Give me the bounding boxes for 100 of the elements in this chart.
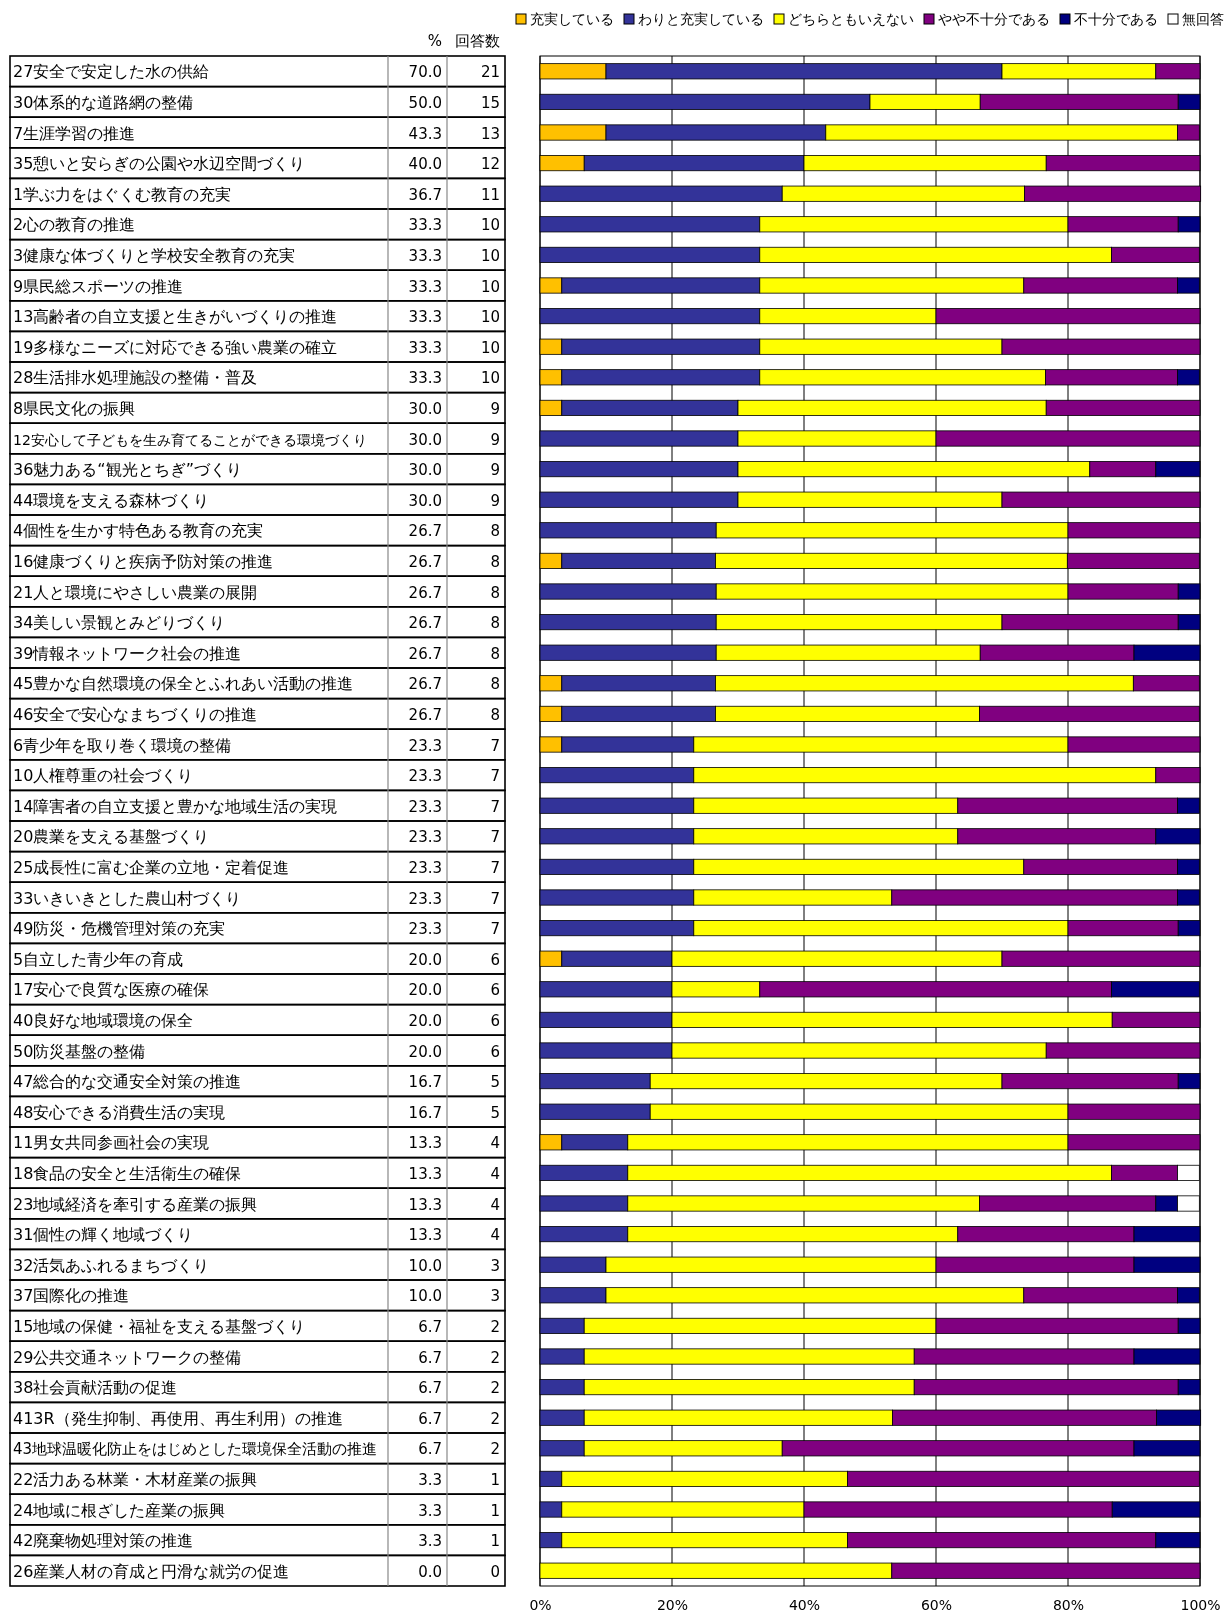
data-label: 23.3 xyxy=(408,920,442,939)
data-label: 4 xyxy=(490,1195,500,1214)
data-label: 8 xyxy=(490,583,500,602)
data-label: 7 xyxy=(490,858,500,877)
data-label: 6 xyxy=(490,981,500,1000)
data-label: 3.3 xyxy=(418,1532,442,1551)
data-label: 10 xyxy=(480,246,500,265)
data-label: 30.0 xyxy=(408,430,442,449)
data-label: 7 xyxy=(490,828,500,847)
data-label: 1 xyxy=(490,1532,500,1551)
data-label: 20.0 xyxy=(408,950,442,969)
data-label: 23.3 xyxy=(408,736,442,755)
data-label: 33.3 xyxy=(408,308,442,327)
data-label: 2 xyxy=(490,1440,500,1459)
data-label: 10.0 xyxy=(408,1287,442,1306)
data-label: 26.7 xyxy=(408,675,442,694)
data-label: 1 xyxy=(490,1501,500,1520)
data-label: 70.0 xyxy=(408,63,442,82)
data-label: 23.3 xyxy=(408,767,442,786)
category-label: 5自立した青少年の育成 xyxy=(13,949,184,969)
category-label: 43地球温暖化防止をはじめとした環境保全活動の推進 xyxy=(13,1440,378,1459)
text: % xyxy=(427,32,442,50)
data-label: 10 xyxy=(480,216,500,235)
legend-label: 不十分である xyxy=(1074,11,1158,27)
data-label: 6.7 xyxy=(418,1348,442,1367)
data-label: 21 xyxy=(480,63,500,82)
data-label: 8 xyxy=(490,705,500,724)
data-label: 6.7 xyxy=(418,1440,442,1459)
category-label: 49防災・危機管理対策の充実 xyxy=(13,919,226,939)
x-tick-label: 80% xyxy=(1052,1596,1085,1613)
data-label: 26.7 xyxy=(408,644,442,663)
legend-label: 無回答 xyxy=(1182,11,1224,27)
category-label: 10人権尊重の社会づくり xyxy=(13,766,194,786)
data-label: 9 xyxy=(490,430,500,449)
category-label: 25成長性に富む企業の立地・定着促進 xyxy=(13,857,290,877)
data-label: 8 xyxy=(490,522,500,541)
data-label: 11 xyxy=(480,185,500,204)
data-label: 7 xyxy=(490,889,500,908)
data-label: 10.0 xyxy=(408,1256,442,1275)
data-label: 26.7 xyxy=(408,552,442,571)
category-label: 15地域の保健・福祉を支える基盤づくり xyxy=(13,1316,306,1336)
data-label: 13.3 xyxy=(408,1164,442,1183)
data-label: 4 xyxy=(490,1164,500,1183)
legend-label: 充実している xyxy=(530,11,614,27)
data-label: 23.3 xyxy=(408,797,442,816)
category-label: 23地域経済を牽引する産業の振興 xyxy=(13,1194,258,1214)
data-label: 26.7 xyxy=(408,522,442,541)
data-label: 4 xyxy=(490,1226,500,1245)
data-label: 1 xyxy=(490,1470,500,1489)
category-label: 29公共交通ネットワークの整備 xyxy=(13,1347,242,1367)
data-label: 6.7 xyxy=(418,1409,442,1428)
data-label: 43.3 xyxy=(408,124,442,143)
category-label: 19多様なニーズに対応できる強い農業の確立 xyxy=(13,337,338,357)
data-label: 8 xyxy=(490,552,500,571)
data-label: 7 xyxy=(490,797,500,816)
x-tick-label: 100% xyxy=(1180,1596,1221,1613)
data-label: 9 xyxy=(490,491,500,510)
data-label: 10 xyxy=(480,338,500,357)
x-tick-label: 60% xyxy=(920,1596,953,1613)
data-label: 9 xyxy=(490,399,500,418)
category-label: 32活気あふれるまちづくり xyxy=(13,1255,210,1275)
category-label: 413R（発生抑制、再使用、再生利用）の推進 xyxy=(13,1408,343,1428)
category-label: 11男女共同参画社会の実現 xyxy=(13,1133,210,1153)
category-label: 35憩いと安らぎの公園や水辺空間づくり xyxy=(13,154,306,174)
data-label: 6 xyxy=(490,1042,500,1061)
category-label: 30体系的な道路網の整備 xyxy=(13,92,194,112)
category-label: 47総合的な交通安全対策の推進 xyxy=(13,1072,242,1092)
data-label: 3.3 xyxy=(418,1470,442,1489)
data-label: 5 xyxy=(490,1103,500,1122)
category-label: 4個性を生かす特色ある教育の充実 xyxy=(13,521,264,541)
category-label: 42廃棄物処理対策の推進 xyxy=(13,1531,194,1551)
legend-label: わりと充実している xyxy=(638,11,764,27)
category-label: 45豊かな自然環境の保全とふれあい活動の推進 xyxy=(13,674,354,694)
data-label: 12 xyxy=(480,155,500,174)
category-label: 36魅力ある“観光とちぎ”づくり xyxy=(13,460,242,480)
data-label: 33.3 xyxy=(408,277,442,296)
data-label: 13.3 xyxy=(408,1134,442,1153)
category-label: 48安心できる消費生活の実現 xyxy=(13,1102,226,1122)
category-label: 44環境を支える森林づくり xyxy=(13,490,210,510)
data-label: 8 xyxy=(490,675,500,694)
data-label: 3 xyxy=(490,1256,500,1275)
data-label: 30.0 xyxy=(408,461,442,480)
data-label: 9 xyxy=(490,461,500,480)
category-label: 13高齢者の自立支援と生きがいづくりの推進 xyxy=(13,307,338,327)
data-label: 2 xyxy=(490,1348,500,1367)
category-label: 37国際化の推進 xyxy=(13,1286,130,1306)
text: 回答数 xyxy=(455,32,500,50)
data-label: 2 xyxy=(490,1409,500,1428)
category-label: 7生涯学習の推進 xyxy=(13,123,136,143)
category-label: 2心の教育の推進 xyxy=(13,215,136,235)
data-label: 23.3 xyxy=(408,889,442,908)
data-label: 26.7 xyxy=(408,614,442,633)
data-label: 30.0 xyxy=(408,491,442,510)
data-label: 10 xyxy=(480,369,500,388)
category-label: 1学ぶ力をはぐくむ教育の充実 xyxy=(13,184,232,204)
category-label: 39情報ネットワーク社会の推進 xyxy=(13,643,242,663)
data-label: 6 xyxy=(490,950,500,969)
data-label: 23.3 xyxy=(408,858,442,877)
data-label: 33.3 xyxy=(408,216,442,235)
category-label: 16健康づくりと疾病予防対策の推進 xyxy=(13,551,274,571)
